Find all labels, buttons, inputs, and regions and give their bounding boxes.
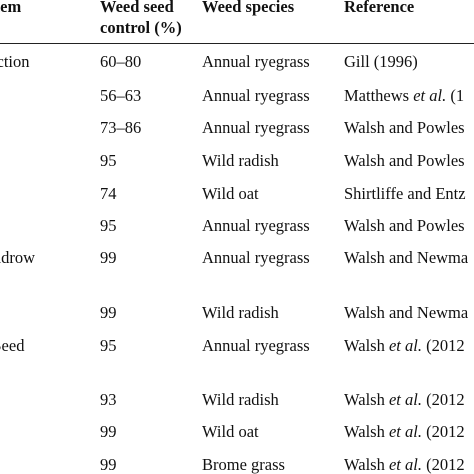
row-0-species: Annual ryegrass [202,52,310,71]
row-4-reference: Shirtliffe and Entz [344,184,466,203]
header-control-line1: Weed seed [100,0,174,16]
header-species: Weed species [202,0,295,16]
row-8-species: Annual ryegrass [202,336,310,355]
header-reference: Reference [344,0,415,16]
header-rule [0,43,474,44]
row-6-reference: Walsh and Newma [344,248,469,267]
header-control-line2: control (%) [100,18,182,37]
row-8-system: n Seed [0,336,25,355]
row-11-reference: Walsh et al. (2012 [344,455,465,474]
row-9-species: Wild radish [202,390,279,409]
row-0-system: llection [0,52,30,71]
row-5-reference: Walsh and Powles [344,216,465,235]
row-3-species: Wild radish [202,151,279,170]
row-3-control: 95 [100,151,117,170]
row-6-species: Annual ryegrass [202,248,310,267]
row-8-reference: Walsh et al. (2012 [344,336,465,355]
row-7-species: Wild radish [202,303,279,322]
row-1-control: 56–63 [100,86,142,105]
row-4-species: Wild oat [202,184,259,203]
row-10-reference: Walsh et al. (2012 [344,422,465,441]
row-5-control: 95 [100,216,117,235]
row-5-species: Annual ryegrass [202,216,310,235]
row-2-control: 73–86 [100,118,142,137]
row-4-control: 74 [100,184,117,203]
row-1-species: Annual ryegrass [202,86,310,105]
row-7-control: 99 [100,303,117,322]
row-8-control: 95 [100,336,117,355]
header-system: ystem [0,0,22,16]
row-0-control: 60–80 [100,52,142,71]
row-9-reference: Walsh et al. (2012 [344,390,465,409]
row-7-reference: Walsh and Newma [344,303,469,322]
row-11-species: Brome grass [202,455,285,474]
row-0-reference: Gill (1996) [344,52,418,71]
row-2-reference: Walsh and Powles [344,118,465,137]
row-9-control: 93 [100,390,117,409]
row-2-species: Annual ryegrass [202,118,310,137]
row-11-control: 99 [100,455,117,474]
row-3-reference: Walsh and Powles [344,151,465,170]
row-6-control: 99 [100,248,117,267]
row-10-species: Wild oat [202,422,259,441]
row-1-reference: Matthews et al. (1 [344,86,465,105]
row-10-control: 99 [100,422,117,441]
row-6-system: vindrow [0,248,35,267]
